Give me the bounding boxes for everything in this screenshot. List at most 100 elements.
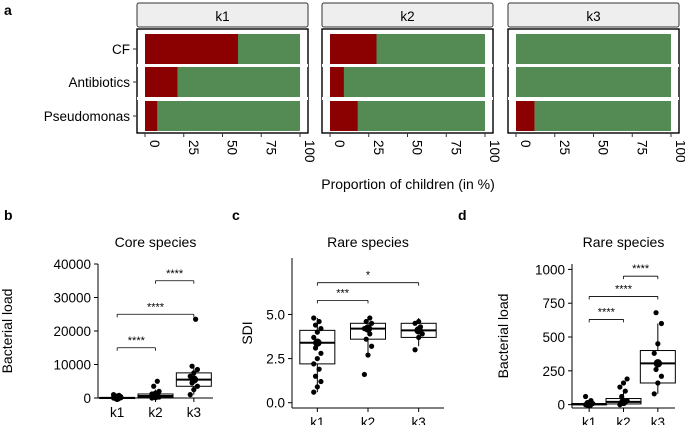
x-tick-label: 75 xyxy=(448,140,463,155)
data-point xyxy=(582,393,589,400)
data-point xyxy=(318,350,324,356)
facet-k1: k1 0 25 50 75 100 xyxy=(136,2,317,163)
significance-label: **** xyxy=(632,263,650,275)
y-tick-label: 2.5 xyxy=(266,352,285,367)
median-point xyxy=(112,393,122,403)
x-tick-label: 75 xyxy=(263,140,278,155)
y-tick-label: 250 xyxy=(542,364,565,379)
data-point xyxy=(193,316,199,322)
plot-title: Core species xyxy=(115,234,197,250)
facet-strip-label: k1 xyxy=(215,9,229,24)
x-axis-title: Proportion of children (in %) xyxy=(321,176,495,192)
x-tick-label: 0 xyxy=(518,140,533,148)
facet-k2: k2 0 25 50 75 100 xyxy=(321,2,502,163)
data-point xyxy=(312,373,319,379)
y-axis-title: SDI xyxy=(239,321,255,344)
data-point xyxy=(361,371,367,378)
bar-yes-k1-2 xyxy=(145,101,158,131)
y-tick-label: 750 xyxy=(542,296,565,311)
x-tick-label: k2 xyxy=(361,415,375,425)
panel-b-boxplot: Core species Bacterial load 0 10000 20000 300… xyxy=(0,234,213,420)
panel-label-d: d xyxy=(458,207,467,223)
facet-k3: k3 0 25 50 75 100 xyxy=(507,2,685,163)
significance-label: **** xyxy=(598,306,616,318)
y-tick-label: 40000 xyxy=(53,257,91,272)
data-point xyxy=(622,388,628,394)
x-tick-label: 25 xyxy=(557,140,572,155)
panel-label-b: b xyxy=(4,207,13,223)
median-point xyxy=(653,359,663,368)
median-point xyxy=(151,391,160,401)
median-point xyxy=(313,338,322,347)
data-point xyxy=(311,361,317,367)
data-point xyxy=(187,392,193,398)
y-tick-label: 0 xyxy=(83,391,91,406)
data-point xyxy=(311,315,317,321)
bar-yes-k3-2 xyxy=(516,101,535,131)
data-point xyxy=(658,320,665,327)
median-point xyxy=(619,397,628,407)
x-tick-label: 50 xyxy=(225,140,240,155)
data-point xyxy=(617,384,623,390)
bar-no-k1-2 xyxy=(157,101,300,131)
bar-yes-k1-1 xyxy=(145,67,178,97)
data-point xyxy=(311,334,317,341)
x-tick-label: 0 xyxy=(147,140,162,148)
data-point xyxy=(658,373,665,379)
data-point xyxy=(412,347,418,353)
plot-title: Rare species xyxy=(327,234,409,250)
data-point xyxy=(314,384,320,390)
facet-strip xyxy=(321,2,494,28)
significance-label: * xyxy=(366,270,371,282)
data-point xyxy=(651,391,657,397)
data-point xyxy=(653,310,659,316)
x-tick-label: 100 xyxy=(487,140,502,163)
data-point xyxy=(624,376,630,382)
x-tick-label: k3 xyxy=(187,405,201,420)
data-point xyxy=(363,318,369,325)
median-point xyxy=(363,324,373,333)
bar-no-k2-2 xyxy=(357,101,485,131)
data-point xyxy=(416,334,422,341)
x-tick-label: 100 xyxy=(302,140,317,163)
plot-title: Rare species xyxy=(583,234,665,250)
data-point xyxy=(655,380,661,386)
significance-label: **** xyxy=(166,268,184,280)
median-point xyxy=(414,326,423,335)
y-tick-label: 5.0 xyxy=(266,307,285,322)
facet-strip xyxy=(136,2,309,28)
bar-yes-k1-0 xyxy=(145,34,238,64)
bar-no-k2-1 xyxy=(343,67,485,97)
data-point xyxy=(318,378,324,385)
x-tick-label: k3 xyxy=(651,415,665,425)
x-tick-label: k1 xyxy=(582,415,596,425)
bar-no-k3-0 xyxy=(516,34,671,64)
y-axis-title: Bacterial load xyxy=(0,289,15,374)
x-tick-label: k1 xyxy=(310,415,324,425)
data-point xyxy=(655,341,661,347)
data-point xyxy=(363,336,369,342)
y-axis-title: Bacterial load xyxy=(495,294,511,379)
significance-label: *** xyxy=(336,287,350,299)
y-tick-label: 500 xyxy=(542,330,565,345)
panel-label-a: a xyxy=(4,2,12,18)
data-point xyxy=(191,370,197,376)
bar-no-k1-1 xyxy=(177,67,300,97)
bar-yes-k2-1 xyxy=(330,67,344,97)
x-tick-label: 50 xyxy=(596,140,611,155)
panel-label-c: c xyxy=(232,207,240,223)
bar-yes-k2-0 xyxy=(330,34,377,64)
significance-label: **** xyxy=(147,301,165,313)
panel-d-boxplot: Rare species Bacterial load 0 250 500 750 1000… xyxy=(495,234,676,425)
bar-no-k1-0 xyxy=(238,34,300,64)
data-point xyxy=(369,320,375,326)
data-point xyxy=(189,363,195,369)
panel-a-stacked-bar-chart: k1 0 25 50 75 100 k2 0 25 50 75 100 k3 0 25 50 75 100 CF An… xyxy=(44,2,685,192)
x-tick-label: k1 xyxy=(110,405,124,420)
data-point xyxy=(314,329,320,335)
facet-strip-label: k3 xyxy=(586,9,600,24)
data-point xyxy=(367,315,373,321)
x-tick-label: 75 xyxy=(634,140,649,155)
significance-label: **** xyxy=(128,335,146,347)
